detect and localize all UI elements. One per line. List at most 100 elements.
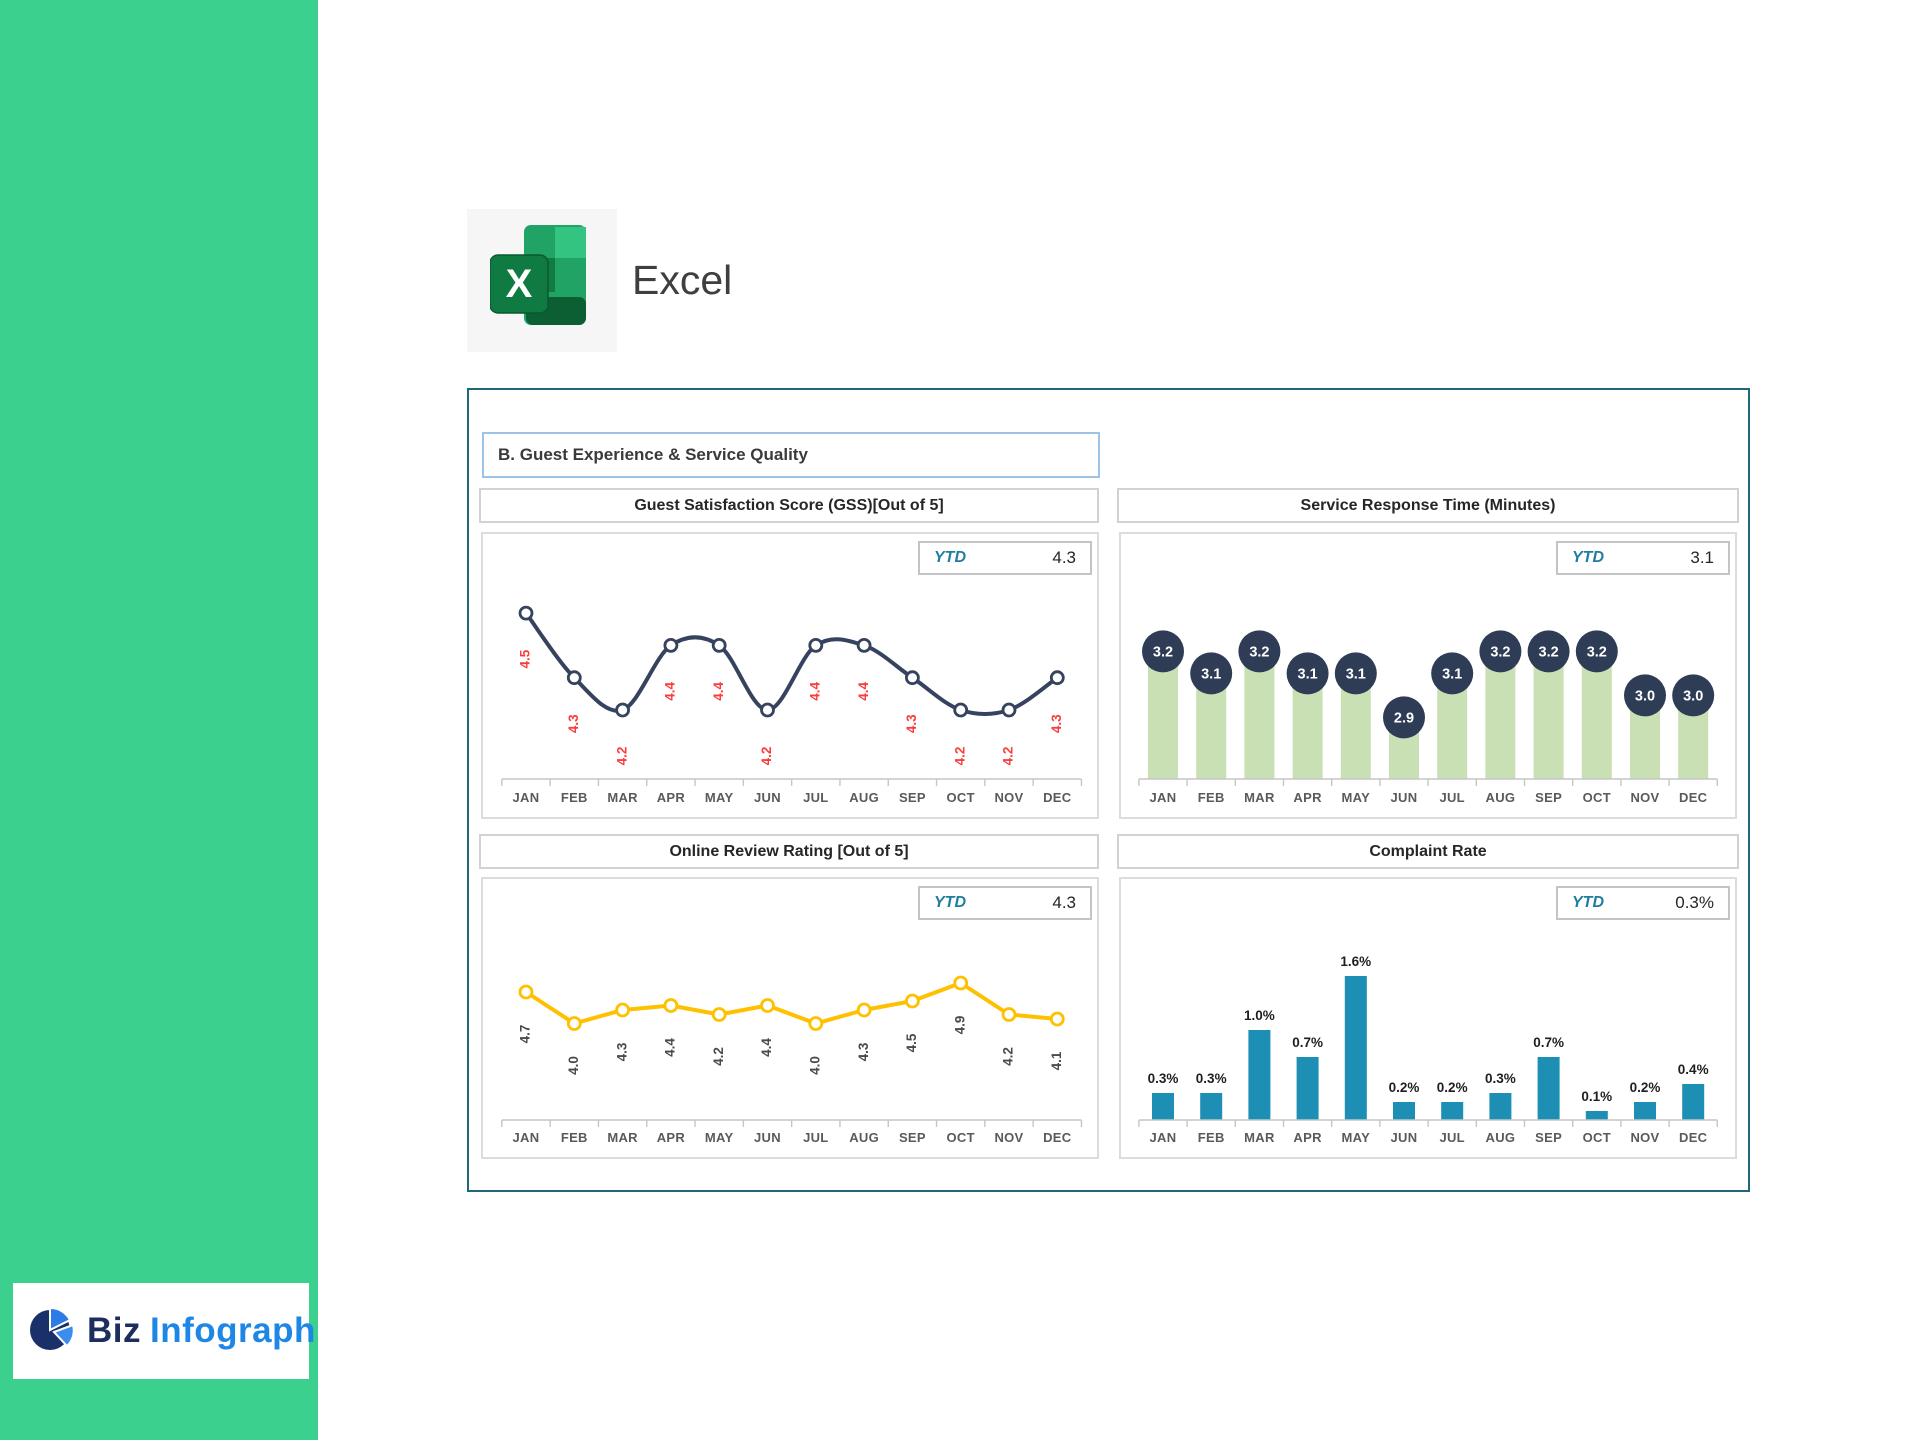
- svg-text:OCT: OCT: [947, 790, 975, 805]
- gss-chart-plot: JAN FEB MAR APR MAY JUN JUL AUG SEP OCT NOV DEC 4.5 4…: [481, 532, 1099, 819]
- svg-text:JUL: JUL: [1439, 1130, 1464, 1145]
- svg-text:JUL: JUL: [1439, 790, 1464, 805]
- svg-text:JUL: JUL: [803, 790, 828, 805]
- svg-text:1.6%: 1.6%: [1340, 954, 1371, 969]
- svg-text:NOV: NOV: [994, 790, 1023, 805]
- complaint-rate-ytd-value: 0.3%: [1675, 893, 1714, 912]
- biz-infograph-logo: Biz Infograph: [13, 1283, 315, 1379]
- svg-text:MAR: MAR: [607, 790, 638, 805]
- svg-text:4.4: 4.4: [663, 682, 678, 701]
- gss-chart-canvas: JAN FEB MAR APR MAY JUN JUL AUG SEP OCT NOV DEC 4.5 4…: [501, 605, 1083, 805]
- svg-text:APR: APR: [657, 1130, 686, 1145]
- svg-text:0.7%: 0.7%: [1292, 1035, 1323, 1050]
- svg-text:MAR: MAR: [1244, 790, 1275, 805]
- online-review-ytd-value: 4.3: [1052, 893, 1076, 912]
- svg-text:3.1: 3.1: [1442, 667, 1462, 683]
- excel-icon-tile: X: [467, 209, 617, 352]
- gss-ytd-label: YTD: [934, 549, 966, 566]
- svg-text:2.9: 2.9: [1394, 711, 1414, 727]
- svg-text:4.2: 4.2: [759, 747, 774, 766]
- svg-text:APR: APR: [1293, 1130, 1322, 1145]
- svg-text:4.2: 4.2: [952, 747, 967, 766]
- svg-text:MAR: MAR: [1244, 1130, 1275, 1145]
- svg-text:4.2: 4.2: [614, 747, 629, 766]
- svg-text:JAN: JAN: [513, 1130, 540, 1145]
- svg-text:4.3: 4.3: [614, 1042, 629, 1061]
- svg-text:JUN: JUN: [754, 790, 781, 805]
- online-review-chart-plot: JAN FEB MAR APR MAY JUN JUL AUG SEP OCT NOV DEC 4.7 4…: [481, 877, 1099, 1159]
- svg-text:0.3%: 0.3%: [1196, 1071, 1227, 1086]
- svg-text:JAN: JAN: [1150, 1130, 1177, 1145]
- complaint-rate-ytd-box: YTD 0.3%: [1556, 886, 1730, 920]
- svg-text:3.2: 3.2: [1587, 645, 1607, 661]
- complaint-rate-chart-canvas: JAN FEB MAR APR MAY JUN JUL AUG SEP OCT NOV DEC 0.3%…: [1138, 954, 1718, 1145]
- svg-text:DEC: DEC: [1679, 790, 1708, 805]
- logo-wordmark: Biz Infograph: [87, 1311, 316, 1351]
- svg-text:4.0: 4.0: [808, 1056, 823, 1075]
- online-review-ytd-box: YTD 4.3: [918, 886, 1092, 920]
- logo-text-biz: Biz: [87, 1311, 141, 1350]
- svg-text:4.5: 4.5: [518, 649, 533, 668]
- excel-icon: X: [489, 225, 594, 336]
- dashboard-panel: B. Guest Experience & Service Quality Gu…: [467, 388, 1750, 1192]
- svg-text:0.7%: 0.7%: [1533, 1035, 1564, 1050]
- svg-text:3.2: 3.2: [1539, 645, 1559, 661]
- svg-text:3.0: 3.0: [1635, 689, 1655, 705]
- svg-text:MAR: MAR: [607, 1130, 638, 1145]
- complaint-rate-ytd-label: YTD: [1572, 894, 1604, 911]
- complaint-rate-chart-plot: JAN FEB MAR APR MAY JUN JUL AUG SEP OCT NOV DEC 0.3%…: [1119, 877, 1737, 1159]
- svg-text:OCT: OCT: [1583, 1130, 1611, 1145]
- svg-text:0.3%: 0.3%: [1485, 1071, 1516, 1086]
- svg-text:3.0: 3.0: [1683, 689, 1703, 705]
- svg-text:JUN: JUN: [1391, 1130, 1418, 1145]
- svg-text:JUN: JUN: [1391, 790, 1418, 805]
- pie-chart-icon: [29, 1306, 75, 1357]
- svg-text:SEP: SEP: [1535, 790, 1562, 805]
- svg-text:4.2: 4.2: [1001, 1047, 1016, 1066]
- svg-text:4.3: 4.3: [1049, 714, 1064, 733]
- svg-text:APR: APR: [1293, 790, 1322, 805]
- svg-text:4.3: 4.3: [566, 714, 581, 733]
- svg-text:0.4%: 0.4%: [1678, 1062, 1709, 1077]
- svg-text:3.1: 3.1: [1298, 667, 1318, 683]
- svg-text:JUN: JUN: [754, 1130, 781, 1145]
- svg-text:AUG: AUG: [1486, 1130, 1516, 1145]
- svg-text:0.2%: 0.2%: [1389, 1080, 1420, 1095]
- brand-sidebar: [0, 0, 318, 1440]
- svg-text:0.1%: 0.1%: [1581, 1089, 1612, 1104]
- svg-text:X: X: [506, 262, 533, 306]
- svg-text:AUG: AUG: [849, 790, 879, 805]
- svg-text:JAN: JAN: [1150, 790, 1177, 805]
- svg-text:0.2%: 0.2%: [1437, 1080, 1468, 1095]
- svg-text:NOV: NOV: [1630, 790, 1659, 805]
- svg-text:4.4: 4.4: [759, 1038, 774, 1057]
- svg-text:SEP: SEP: [899, 790, 926, 805]
- svg-text:3.2: 3.2: [1490, 645, 1510, 661]
- svg-text:4.1: 4.1: [1049, 1051, 1064, 1070]
- svg-text:JUL: JUL: [803, 1130, 828, 1145]
- svg-text:AUG: AUG: [849, 1130, 879, 1145]
- svg-text:4.7: 4.7: [518, 1025, 533, 1044]
- logo-text-infograph: Infograph: [150, 1311, 316, 1350]
- svg-text:MAY: MAY: [705, 790, 734, 805]
- svg-text:OCT: OCT: [1583, 790, 1611, 805]
- svg-text:FEB: FEB: [1198, 790, 1225, 805]
- svg-text:4.3: 4.3: [904, 714, 919, 733]
- svg-text:3.2: 3.2: [1153, 645, 1173, 661]
- svg-text:AUG: AUG: [1486, 790, 1516, 805]
- svg-text:APR: APR: [657, 790, 686, 805]
- svg-text:4.4: 4.4: [663, 1038, 678, 1057]
- service-response-chart-plot: JAN FEB MAR APR MAY JUN JUL AUG SEP OCT NOV DEC 3.2 3…: [1119, 532, 1737, 819]
- svg-text:DEC: DEC: [1043, 1130, 1072, 1145]
- gss-ytd-box: YTD 4.3: [918, 541, 1092, 575]
- svg-text:4.3: 4.3: [856, 1042, 871, 1061]
- gss-ytd-value: 4.3: [1052, 548, 1076, 567]
- svg-text:MAY: MAY: [1341, 1130, 1370, 1145]
- svg-text:4.2: 4.2: [1001, 747, 1016, 766]
- svg-text:MAY: MAY: [1341, 790, 1370, 805]
- gss-chart-title: Guest Satisfaction Score (GSS)[Out of 5]: [479, 488, 1099, 523]
- svg-text:3.1: 3.1: [1201, 667, 1221, 683]
- svg-text:4.4: 4.4: [808, 682, 823, 701]
- svg-text:DEC: DEC: [1043, 790, 1072, 805]
